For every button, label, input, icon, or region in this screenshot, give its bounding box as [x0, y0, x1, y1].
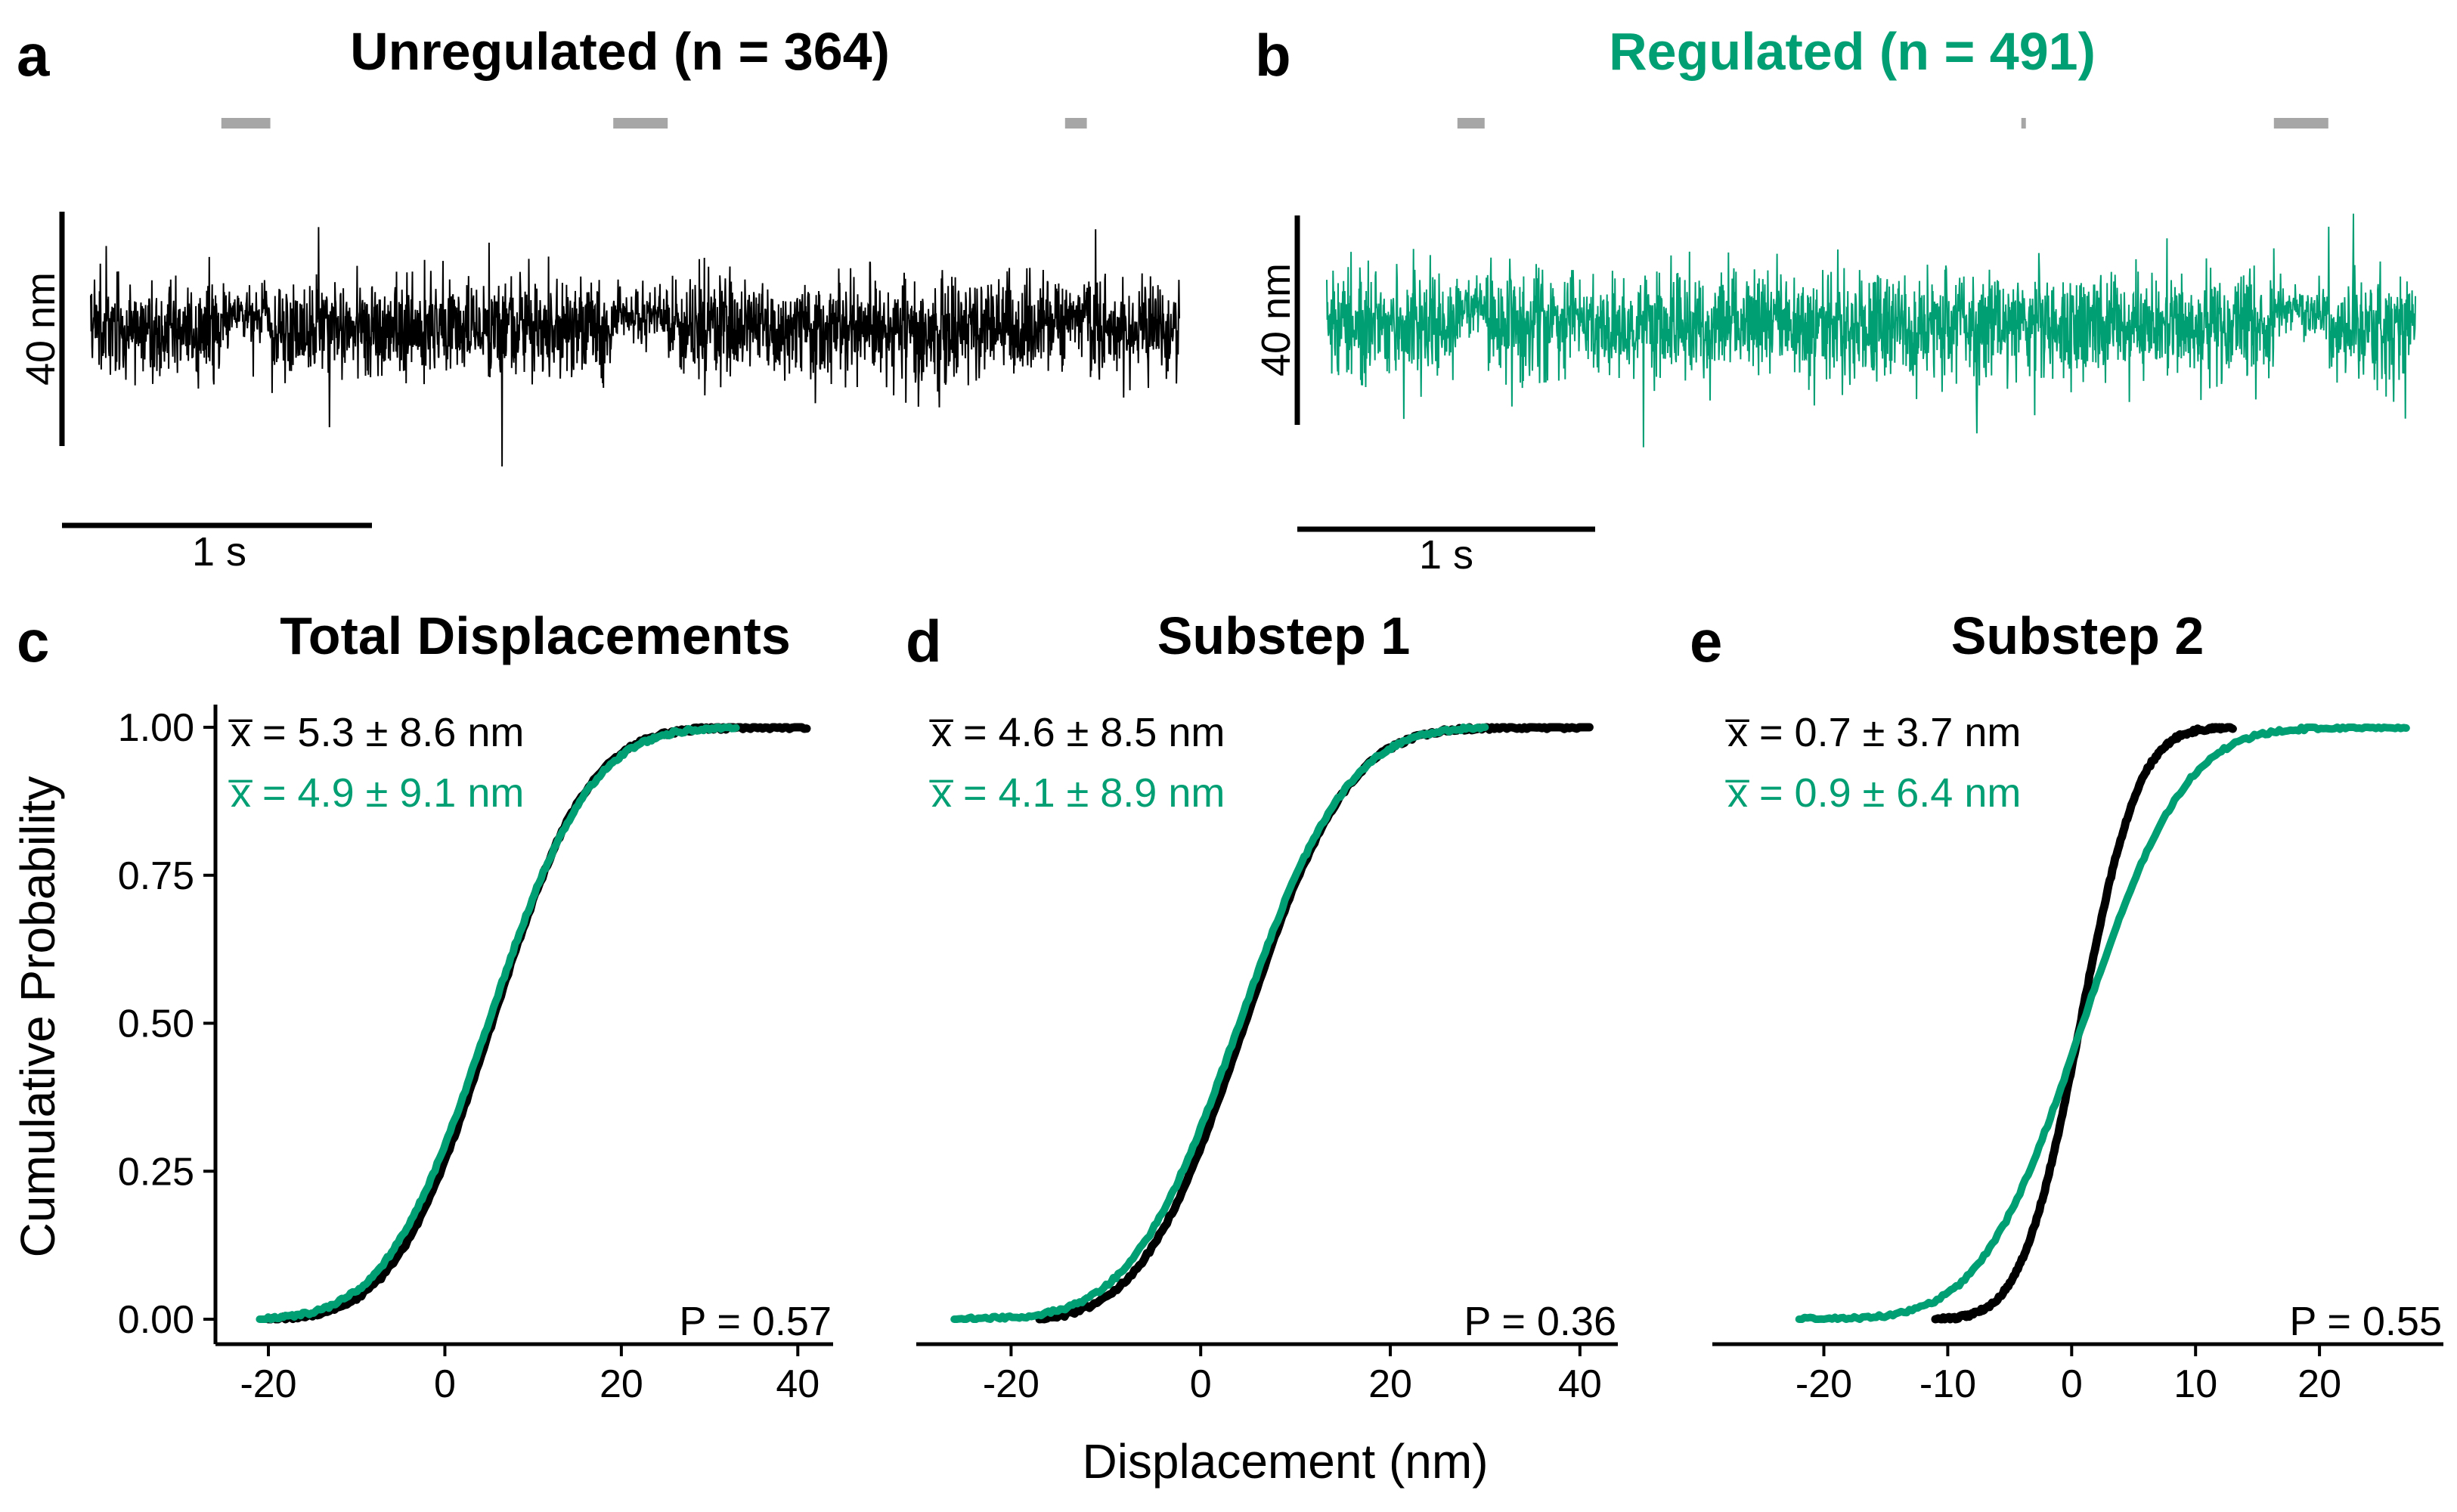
panel-letter-e: e [1690, 608, 1722, 674]
x-tick-label-c-2: 20 [600, 1362, 643, 1406]
x-tick-label-d-0: -20 [983, 1362, 1040, 1406]
panel-letter-c: c [17, 608, 49, 674]
mean-annotation-c-1: x̅ = 4.9 ± 9.1 nm [228, 770, 524, 816]
cdf-panels: c Total Displacements Cumulative Probabi… [11, 606, 2443, 1489]
x-tick-label-e-4: 20 [2297, 1362, 2341, 1406]
y-scale-label-a: 40 nm [18, 272, 64, 386]
chart-title-e: Substep 2 [1951, 606, 2204, 665]
cdf-series-e-1 [1795, 723, 2410, 1323]
x-tick-label-d-3: 40 [1558, 1362, 1602, 1406]
trace-b-signal [1326, 213, 2416, 448]
x-tick-label-d-2: 20 [1368, 1362, 1412, 1406]
cdf-series-c-0 [264, 723, 811, 1324]
trace-a-signal [90, 227, 1180, 467]
panel-e: e Substep 2 -20 -10 0 10 20 x̅ = 0.7 ± 3.7 nm… [1690, 606, 2443, 1406]
x-axis-title: Displacement (nm) [1082, 1434, 1488, 1489]
panel-letter-a: a [17, 22, 50, 88]
panel-c: c Total Displacements Cumulative Probabi… [11, 606, 833, 1406]
x-tick-label-c-3: 40 [776, 1362, 820, 1406]
p-value-e: P = 0.55 [2289, 1299, 2442, 1344]
x-tick-label-e-2: 0 [2061, 1362, 2083, 1406]
chart-title-c: Total Displacements [280, 606, 791, 665]
y-tick-label-c-3: 0.75 [118, 854, 194, 898]
x-scale-label-a: 1 s [192, 529, 246, 575]
x-scale-label-b: 1 s [1419, 532, 1473, 578]
panel-a: a Unregulated (n = 364) 40 nm 1 s [17, 22, 1180, 575]
mean-annotation-e-1: x̅ = 0.9 ± 6.4 nm [1725, 770, 2021, 816]
panel-letter-b: b [1255, 22, 1291, 88]
mean-annotation-d-1: x̅ = 4.1 ± 8.9 nm [929, 770, 1225, 816]
x-tick-label-d-1: 0 [1190, 1362, 1212, 1406]
mean-annotation-d-0: x̅ = 4.6 ± 8.5 nm [929, 710, 1225, 755]
trace-b [1326, 213, 2416, 448]
y-axis-title: Cumulative Probability [11, 776, 65, 1258]
p-value-d: P = 0.36 [1464, 1299, 1616, 1344]
chart-title-d: Substep 1 [1157, 606, 1411, 665]
trace-a [90, 227, 1180, 467]
cdf-series-c-1 [256, 723, 740, 1323]
x-tick-label-c-0: -20 [240, 1362, 296, 1406]
x-tick-label-c-1: 0 [434, 1362, 456, 1406]
p-value-c: P = 0.57 [679, 1299, 832, 1344]
y-tick-label-c-4: 1.00 [118, 706, 194, 750]
panel-letter-d: d [906, 608, 942, 674]
cdf-series-d-1 [950, 723, 1489, 1323]
x-tick-label-e-3: 10 [2174, 1362, 2217, 1406]
x-tick-label-e-1: -10 [1919, 1362, 1976, 1406]
trace-title-b: Regulated (n = 491) [1609, 22, 2096, 81]
y-tick-label-c-1: 0.25 [118, 1150, 194, 1194]
mean-annotation-c-0: x̅ = 5.3 ± 8.6 nm [228, 710, 524, 755]
x-tick-label-e-0: -20 [1796, 1362, 1852, 1406]
y-scale-label-b: 40 nm [1253, 263, 1299, 376]
panel-b: b Regulated (n = 491) 40 nm 1 s [1253, 22, 2416, 578]
cdf-series-e-0 [1931, 723, 2237, 1324]
y-tick-label-c-2: 0.50 [118, 1002, 194, 1046]
mean-annotation-e-0: x̅ = 0.7 ± 3.7 nm [1725, 710, 2021, 755]
trace-title-a: Unregulated (n = 364) [350, 22, 890, 81]
cdf-series-d-0 [1035, 723, 1594, 1324]
panel-d: d Substep 1 Displacement (nm) -20 0 20 40 x̅… [906, 606, 1618, 1489]
y-tick-label-c-0: 0.00 [118, 1298, 194, 1342]
